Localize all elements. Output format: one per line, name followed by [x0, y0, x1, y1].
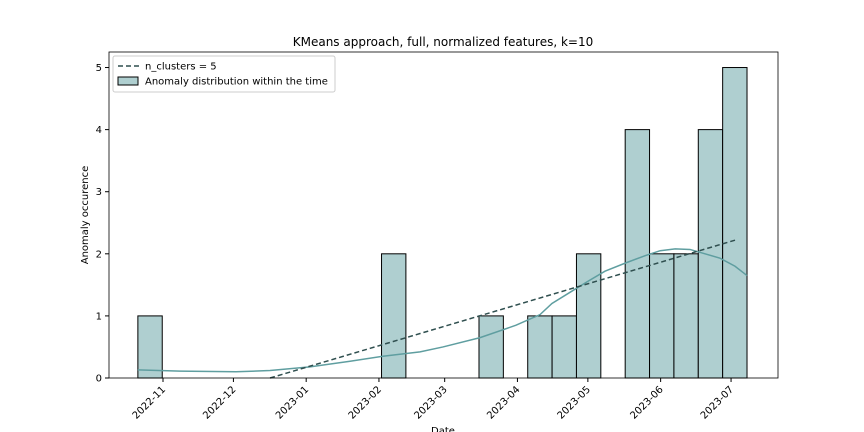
y-tick-label: 2 [96, 249, 102, 260]
x-tick-label: 2023-05 [556, 384, 593, 421]
x-tick-label: 2023-06 [628, 384, 665, 421]
legend-box [112, 55, 336, 93]
y-tick-label: 5 [96, 63, 102, 74]
bar [575, 253, 602, 379]
x-tick-label: 2023-07 [699, 384, 736, 421]
x-tick-label: 2023-03 [412, 384, 449, 421]
x-tick-label: 2023-01 [274, 384, 311, 421]
bar [381, 253, 407, 379]
bar [551, 315, 577, 379]
legend-label: n_clusters = 5 [145, 62, 217, 73]
x-axis-label: Date [431, 426, 455, 432]
y-tick-label: 0 [96, 374, 102, 385]
y-tick-label: 1 [96, 311, 102, 322]
x-tick-label: 2023-04 [485, 384, 522, 421]
plot-frame [108, 51, 779, 379]
bar [722, 67, 748, 379]
legend-swatch [117, 76, 139, 86]
x-tick-label: 2022-12 [201, 384, 238, 421]
bar [527, 315, 553, 379]
chart-title: KMeans approach, full, normalized featur… [293, 35, 594, 49]
y-axis-label: Anomaly occurence [80, 166, 91, 265]
legend: n_clusters = 5 Anomaly distribution withi… [112, 55, 336, 93]
bar [137, 315, 163, 379]
trend-line [269, 238, 738, 379]
y-tick-label: 4 [96, 125, 102, 136]
bar [697, 129, 724, 379]
legend-label: Anomaly distribution within the time [145, 77, 328, 88]
bar [478, 315, 504, 379]
bar [673, 253, 699, 379]
x-tick-label: 2022-11 [131, 384, 168, 421]
bar [649, 253, 675, 379]
x-tick-label: 2023-02 [347, 384, 384, 421]
y-tick-label: 3 [96, 187, 102, 198]
bar [624, 129, 651, 379]
